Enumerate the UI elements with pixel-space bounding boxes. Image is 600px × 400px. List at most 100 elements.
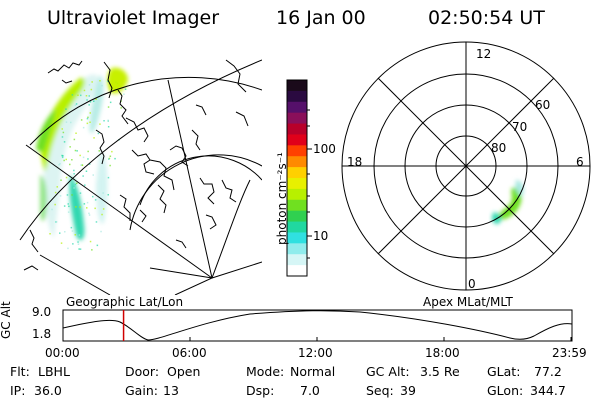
aurora-speckle-dot — [95, 98, 97, 100]
aurora-speckle-dot — [78, 234, 81, 236]
colorbar-cell — [287, 80, 307, 92]
aurora-speckle-dot — [80, 119, 83, 121]
aurora-speckle-dot — [75, 206, 77, 208]
aurora-speckle-dot — [85, 95, 88, 97]
aurora-speckle-dot — [96, 244, 99, 247]
altitude-plot — [62, 309, 573, 342]
mlt-label-6: 6 — [576, 155, 584, 169]
aurora-speckle-dot — [72, 243, 74, 245]
aurora-speckle-dot — [84, 184, 86, 186]
glat-label: GLat: — [487, 364, 521, 379]
aurora-speckle-dot — [69, 163, 71, 166]
aurora-speckle-dot — [82, 126, 85, 129]
aurora-speckle-dot — [89, 112, 91, 114]
aurora-speckle-dot — [93, 100, 95, 102]
ip-value: 36.0 — [34, 383, 62, 398]
aurora-speckle-dot — [99, 80, 101, 82]
aurora-speckle-dot — [69, 146, 71, 148]
aurora-speckle-dot — [78, 248, 80, 250]
aurora-speckle-dot — [70, 226, 73, 229]
dsp-label: Dsp: — [246, 383, 275, 398]
colorbar-cell — [287, 210, 307, 223]
door-label: Door: — [125, 364, 160, 379]
aurora-speckle-dot — [92, 174, 94, 176]
aurora-speckle-dot — [68, 205, 70, 208]
altitude-ymax: 9.0 — [32, 305, 52, 319]
colorbar-cell — [287, 145, 307, 157]
aurora-speckle-dot — [61, 136, 64, 138]
aurora-speckle-dot — [88, 163, 91, 165]
aurora-speckle-dot — [109, 155, 112, 157]
aurora-speckle-dot — [82, 156, 85, 159]
gain-value: 13 — [163, 383, 179, 398]
aurora-speckle-dot — [60, 242, 63, 244]
aurora-speckle-dot — [67, 247, 69, 250]
aurora-speckle-dot — [63, 141, 66, 143]
colorbar-tick-100: 100 — [313, 142, 336, 156]
aurora-speckle-dot — [86, 122, 89, 125]
mlt-label-18: 18 — [347, 155, 363, 169]
aurora-speckle-dot — [123, 93, 125, 95]
aurora-speckle-dot — [70, 121, 72, 124]
aurora-speckle-dot — [89, 121, 91, 123]
aurora-speckle-dot — [109, 164, 111, 167]
colorbar-cell — [287, 101, 307, 114]
aurora-speckle-dot — [54, 191, 57, 194]
aurora-speckle-dot — [102, 208, 105, 210]
aurora-speckle-dot — [64, 231, 66, 233]
seq-value: 39 — [400, 383, 416, 398]
aurora-speckle-dot — [73, 169, 75, 172]
aurora-speckle-dot — [74, 149, 77, 152]
date-label: 16 Jan 00 — [276, 7, 366, 29]
colorbar-cell — [287, 188, 307, 201]
altitude-ymin: 1.8 — [32, 327, 52, 341]
aurora-speckle-dot — [107, 176, 110, 179]
aurora-speckle-dot — [98, 150, 100, 152]
aurora-speckle-dot — [88, 95, 90, 97]
door-value: Open — [167, 364, 201, 379]
aurora-speckle-dot — [107, 194, 109, 196]
aurora-speckle-dot — [71, 94, 74, 96]
aurora-speckle-dot — [114, 157, 116, 160]
colorbar-cell — [287, 243, 307, 255]
aurora-speckle-dot — [83, 89, 86, 92]
aurora-speckle-dot — [103, 120, 105, 122]
aurora-speckle-dot — [107, 106, 110, 108]
aurora-speckle-dot — [74, 234, 76, 236]
colorbar-cell — [287, 199, 307, 212]
mlt-label-0: 0 — [468, 277, 476, 291]
altitude-curve — [62, 310, 573, 341]
apex-panel-label: Apex MLat/MLT — [423, 295, 513, 309]
ip-label: IP: — [10, 383, 26, 398]
time-tick-0000: 00:00 — [45, 346, 80, 360]
aurora-speckle-dot — [87, 158, 89, 160]
aurora-speckle-dot — [81, 164, 84, 166]
aurora-speckle-dot — [95, 221, 98, 223]
colorbar-tick-10: 10 — [313, 229, 329, 243]
geo-aurora-glow — [36, 67, 128, 241]
aurora-speckle-dot — [88, 84, 91, 86]
aurora-speckle-dot — [94, 199, 97, 201]
aurora-speckle-dot — [89, 240, 92, 243]
aurora-speckle-dot — [74, 183, 77, 186]
aurora-speckle-dot — [68, 93, 71, 96]
aurora-speckle-dot — [75, 103, 78, 105]
aurora-speckle-dot — [93, 137, 95, 139]
aurora-speckle-dot — [66, 194, 69, 196]
seq-label: Seq: — [366, 383, 394, 398]
time-tick-2359: 23:59 — [552, 346, 587, 360]
filter-value: LBHL — [38, 364, 70, 379]
aurora-speckle-dot — [65, 176, 68, 179]
instrument-title: Ultraviolet Imager — [47, 7, 220, 29]
aurora-speckle-dot — [107, 119, 109, 122]
colorbar-cell — [287, 112, 307, 125]
aurora-speckle-dot — [79, 206, 81, 208]
aurora-speckle-dot — [80, 94, 82, 97]
aurora-speckle-dot — [51, 208, 53, 211]
aurora-speckle-dot — [89, 101, 92, 103]
gc-alt-label: GC Alt: — [366, 364, 410, 379]
aurora-speckle-dot — [94, 207, 96, 210]
aurora-speckle-dot — [61, 154, 63, 157]
mode-label: Mode: — [246, 364, 285, 379]
